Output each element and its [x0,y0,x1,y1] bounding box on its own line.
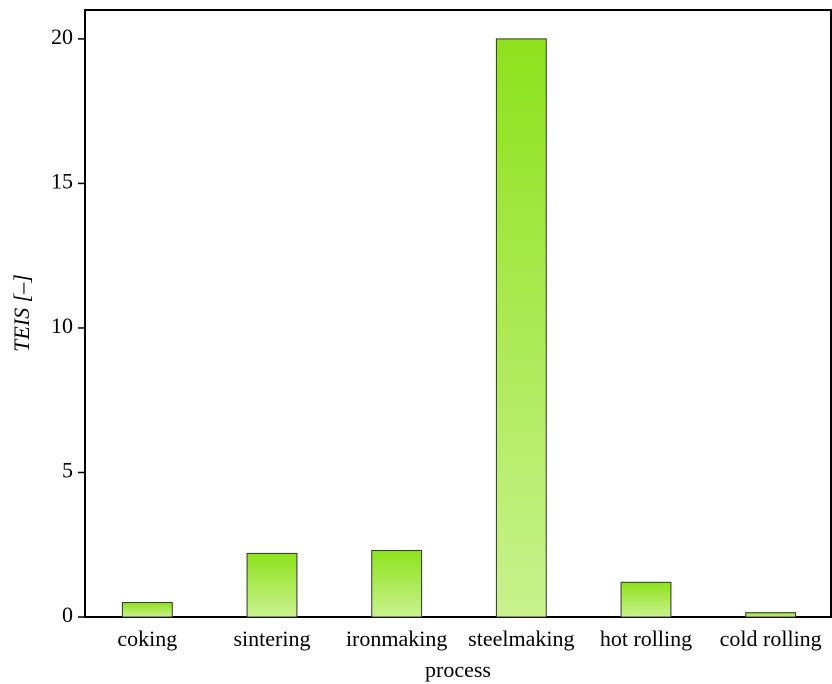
bar [246,552,298,618]
y-tick-label: 15 [51,168,73,193]
bar [745,612,797,618]
x-tick-label: cold rolling [720,626,822,651]
y-tick-label: 5 [62,458,73,483]
y-tick-label: 10 [51,313,73,338]
y-tick-label: 0 [62,602,73,627]
bar [495,38,547,618]
bar [620,581,672,618]
y-tick-label: 20 [51,24,73,49]
x-tick-label: steelmaking [468,626,574,651]
plot-frame [84,9,832,618]
x-tick-label: coking [117,626,177,651]
bar [371,550,423,618]
x-axis-label: process [425,657,491,682]
x-tick-label: hot rolling [600,626,692,651]
x-tick-label: ironmaking [346,626,447,651]
y-axis-label: TEIS [–] [9,274,34,352]
x-tick-label: sintering [234,626,311,651]
bar [121,602,173,618]
